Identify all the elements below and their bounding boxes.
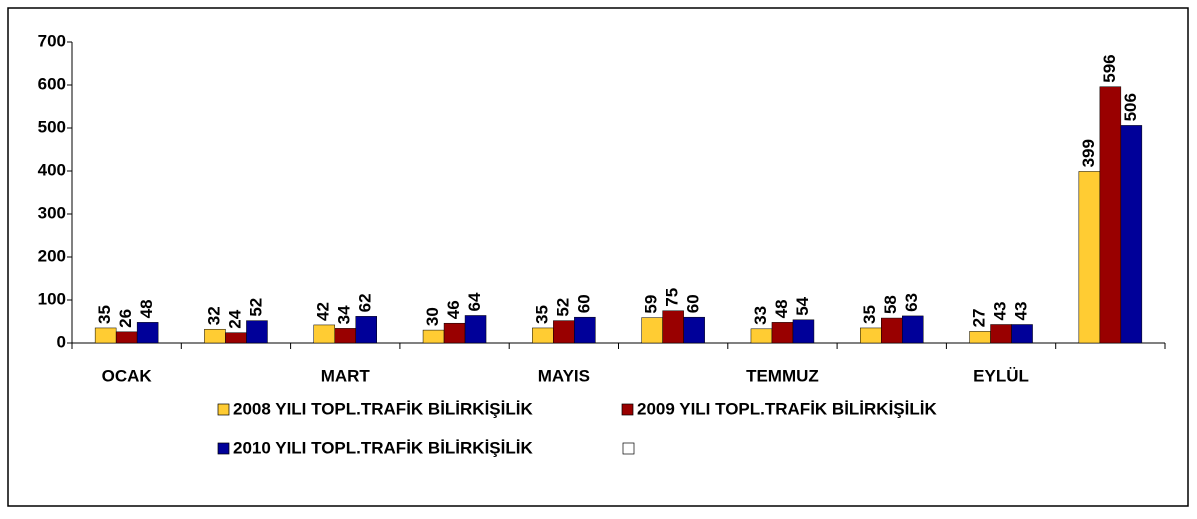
bar [792,319,815,344]
legend-label: 2008 YILI TOPL.TRAFİK BİLİRKİŞİLİK [233,399,533,418]
y-tick-label: 400 [38,160,66,179]
bar [334,328,356,344]
legend-swatch [217,442,230,455]
value-label: 54 [793,296,812,315]
bar [115,331,138,344]
y-tick-label: 100 [38,289,66,308]
value-label: 27 [970,308,989,327]
legend-swatch [217,403,230,416]
value-label: 34 [335,305,354,324]
value-label: 35 [532,305,551,324]
value-label: 596 [1100,54,1119,82]
value-label: 46 [444,300,463,319]
bar [443,322,466,344]
value-label: 43 [1012,302,1031,321]
value-label: 506 [1121,93,1140,121]
y-tick-label: 0 [57,332,66,351]
bar [860,327,882,344]
value-label: 399 [1079,139,1098,167]
legend-swatch [621,403,634,416]
value-label: 48 [772,299,791,318]
value-label: 26 [116,309,135,328]
bar [313,324,335,344]
value-label: 30 [423,307,442,326]
value-label: 60 [574,294,593,313]
bar [574,316,596,344]
legend-label: 2010 YILI TOPL.TRAFİK BİLİRKİŞİLİK [233,438,533,457]
x-tick-label: MAYIS [538,366,590,385]
bar [750,328,773,344]
bar [246,320,268,344]
legend-swatch-empty [622,442,635,455]
value-label: 33 [751,306,770,325]
value-label: 43 [991,302,1010,321]
y-tick-label: 600 [38,74,66,93]
bar [990,324,1012,344]
value-label: 48 [137,299,156,318]
bar [225,332,247,344]
bar [1011,324,1033,344]
bar [355,316,377,344]
value-label: 62 [356,293,375,312]
value-label: 42 [314,302,333,321]
bar [464,315,487,344]
bar [136,322,159,344]
value-label: 63 [902,293,921,312]
value-label: 58 [881,295,900,314]
x-tick-label: TEMMUZ [746,366,819,385]
bar [683,316,705,344]
bar [532,327,554,344]
bar [641,317,663,344]
x-tick-label: MART [321,366,371,385]
bar [1099,86,1122,344]
legend-label: 2009 YILI TOPL.TRAFİK BİLİRKİŞİLİK [637,399,937,418]
bar [422,329,445,344]
value-label: 35 [860,305,879,324]
bar [204,328,226,344]
value-label: 64 [465,292,484,311]
value-label: 59 [642,295,661,314]
x-tick-label: EYLÜL [973,366,1029,385]
value-label: 32 [204,306,223,325]
value-label: 52 [553,298,572,317]
x-tick-label: OCAK [102,366,153,385]
value-label: 60 [684,294,703,313]
value-label: 24 [225,309,244,328]
y-tick-label: 500 [38,117,66,136]
bar [94,327,117,344]
y-tick-label: 700 [38,31,66,50]
y-tick-label: 200 [38,246,66,265]
bar [969,331,991,344]
value-label: 75 [663,288,682,307]
chart-frame [7,7,1189,507]
value-label: 35 [95,305,114,324]
bar [662,310,684,344]
bar [1078,171,1101,344]
value-label: 52 [246,298,265,317]
bar [902,315,924,344]
bar [881,317,903,344]
bar [553,320,575,344]
y-tick-label: 300 [38,203,66,222]
bar [1120,125,1143,344]
bar [771,322,794,344]
